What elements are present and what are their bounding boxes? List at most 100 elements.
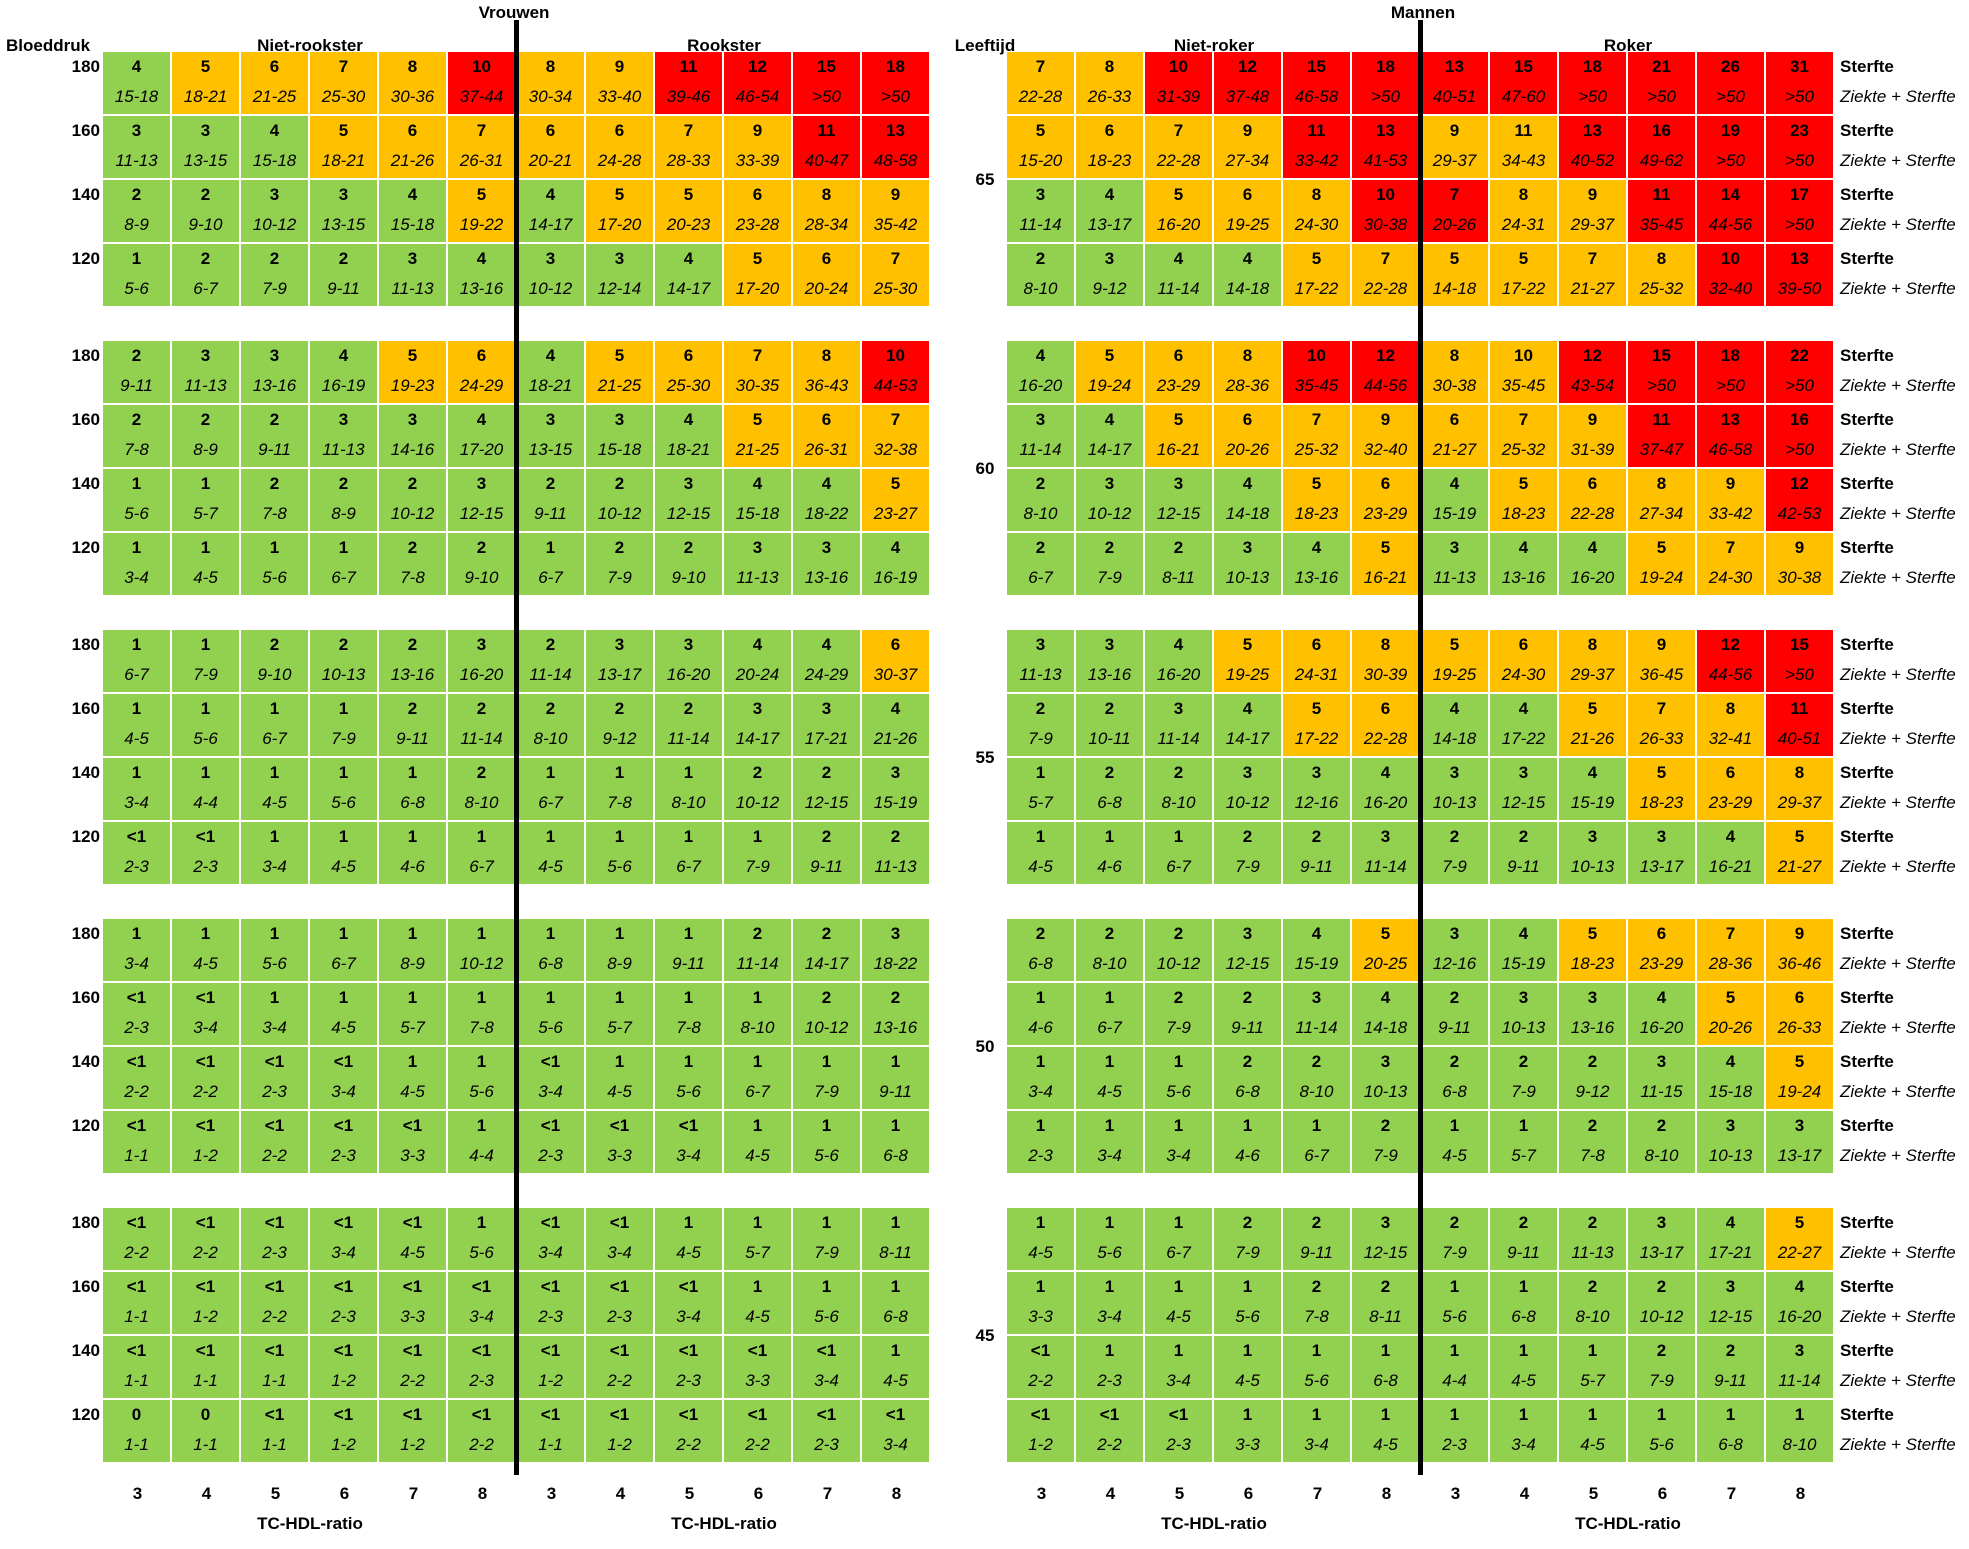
risk-cell: 3 14-17 (724, 694, 793, 758)
mortality-value: 1 (1104, 1213, 1115, 1232)
risk-cell: 11 39-46 (655, 52, 724, 116)
risk-cell: 12 37-48 (1214, 52, 1283, 116)
combined-value: 16-19 (873, 568, 918, 587)
combined-value: 36-46 (1777, 954, 1822, 973)
mortality-value: 3 (1035, 635, 1046, 654)
mortality-value: 6 (476, 346, 487, 365)
combined-value: 14-17 (735, 729, 780, 748)
mortality-row-label: Sterfte (1840, 1405, 1894, 1424)
risk-cell: 9 30-38 (1766, 533, 1835, 597)
mortality-value: 2 (1587, 1052, 1598, 1071)
combined-value: 19-24 (1777, 1082, 1822, 1101)
risk-cell: 8 30-39 (1352, 630, 1421, 694)
risk-cell: 6 19-25 (1214, 180, 1283, 244)
mortality-value: 2 (476, 538, 487, 557)
mortality-value: 2 (407, 699, 418, 718)
combined-value: 46-58 (1708, 440, 1753, 459)
mortality-value: <1 (678, 1405, 699, 1424)
mortality-value: 3 (752, 699, 763, 718)
combined-value: 19-25 (1225, 215, 1270, 234)
combined-value: 29-37 (1570, 215, 1615, 234)
mortality-value: 4 (1794, 1277, 1805, 1296)
mortality-value: <1 (264, 1277, 285, 1296)
mortality-value: 3 (1311, 763, 1322, 782)
bp-label: 160 (71, 1277, 100, 1296)
mortality-value: 2 (1242, 827, 1253, 846)
mortality-value: 2 (1449, 1213, 1460, 1232)
combined-value: 21-26 (873, 729, 918, 748)
risk-cell: 1 4-5 (1145, 1272, 1214, 1336)
risk-cell: 2 8-10 (1559, 1272, 1628, 1336)
risk-cell: <1 2-2 (103, 1208, 172, 1272)
age-label: 55 (975, 748, 995, 767)
mortality-value: 4 (1173, 249, 1184, 268)
mortality-value: 3 (890, 763, 901, 782)
mortality-value: 6 (1725, 763, 1736, 782)
mortality-row-label: Sterfte (1840, 924, 1894, 943)
x-tick-label: 8 (891, 1484, 902, 1503)
risk-cell: 3 9-12 (1076, 244, 1145, 308)
combined-value: 4-5 (1097, 1082, 1122, 1101)
mortality-value: 12 (1721, 635, 1740, 654)
risk-cell: 1 5-6 (517, 983, 586, 1047)
combined-value: 6-8 (1028, 954, 1053, 973)
combined-value: 23-29 (1708, 793, 1753, 812)
mortality-value: 9 (1449, 121, 1460, 140)
combined-value: 17-20 (459, 440, 504, 459)
combined-value: 7-8 (124, 440, 149, 459)
mortality-value: 2 (821, 827, 832, 846)
combined-value: 2-3 (538, 1146, 563, 1165)
combined-value: 2-3 (124, 1018, 149, 1037)
combined-value: 25-32 (1501, 440, 1546, 459)
mortality-value: 3 (338, 410, 349, 429)
risk-cell: 4 17-20 (448, 405, 517, 469)
combined-value: 13-16 (1294, 568, 1339, 587)
mortality-value: 2 (614, 699, 625, 718)
mortality-value: 14 (1721, 185, 1740, 204)
risk-cell: <1 2-3 (1145, 1400, 1214, 1464)
risk-cell: 5 21-26 (1559, 694, 1628, 758)
x-tick-label: 7 (1312, 1484, 1323, 1503)
combined-value: 8-10 (1644, 1146, 1679, 1165)
mortality-value: 4 (1380, 763, 1391, 782)
combined-value: 5-7 (607, 1018, 632, 1037)
combined-value: 19-23 (390, 376, 435, 395)
risk-cell: 4 13-16 (448, 244, 517, 308)
combined-value: 5-6 (1649, 1435, 1674, 1454)
risk-cell: 1 3-4 (1490, 1400, 1559, 1464)
combined-value: 5-6 (262, 568, 287, 587)
combined-value: 8-11 (879, 1243, 912, 1262)
combined-value: 6-8 (883, 1307, 908, 1326)
combined-value: 6-7 (331, 954, 356, 973)
combined-row-label: Ziekte + Sterfte (1840, 857, 1956, 876)
risk-cell: 7 30-35 (724, 341, 793, 405)
mortality-value: 10 (1376, 185, 1395, 204)
risk-cell: 3 13-16 (241, 341, 310, 405)
combined-value: 47-60 (1501, 87, 1546, 106)
mortality-value: 18 (1721, 346, 1740, 365)
bp-label: 160 (71, 699, 100, 718)
mortality-value: 7 (890, 249, 901, 268)
risk-cell: 4 16-20 (1145, 630, 1214, 694)
combined-value: 14-18 (1225, 504, 1270, 523)
mortality-value: 2 (1449, 1052, 1460, 1071)
mortality-value: <1 (402, 1213, 423, 1232)
combined-value: 14-18 (1432, 279, 1477, 298)
risk-cell: 2 10-12 (724, 758, 793, 822)
combined-value: 6-7 (676, 857, 701, 876)
combined-value: 24-29 (459, 376, 504, 395)
mortality-value: 1 (683, 763, 694, 782)
risk-cell: <1 1-1 (172, 1336, 241, 1400)
risk-cell: 3 16-20 (655, 630, 724, 694)
combined-value: 17-20 (597, 215, 642, 234)
risk-cell: 1 2-3 (1007, 1111, 1076, 1175)
risk-cell: 4 14-18 (1214, 244, 1283, 308)
combined-value: 17-22 (1294, 729, 1339, 748)
mortality-value: 8 (1449, 346, 1460, 365)
risk-cell: 6 23-29 (1697, 758, 1766, 822)
combined-value: 24-30 (1708, 568, 1753, 587)
mortality-value: 12 (1790, 474, 1809, 493)
risk-cell: 12 46-54 (724, 52, 793, 116)
combined-value: 10-13 (1570, 857, 1615, 876)
mortality-value: 2 (269, 635, 280, 654)
